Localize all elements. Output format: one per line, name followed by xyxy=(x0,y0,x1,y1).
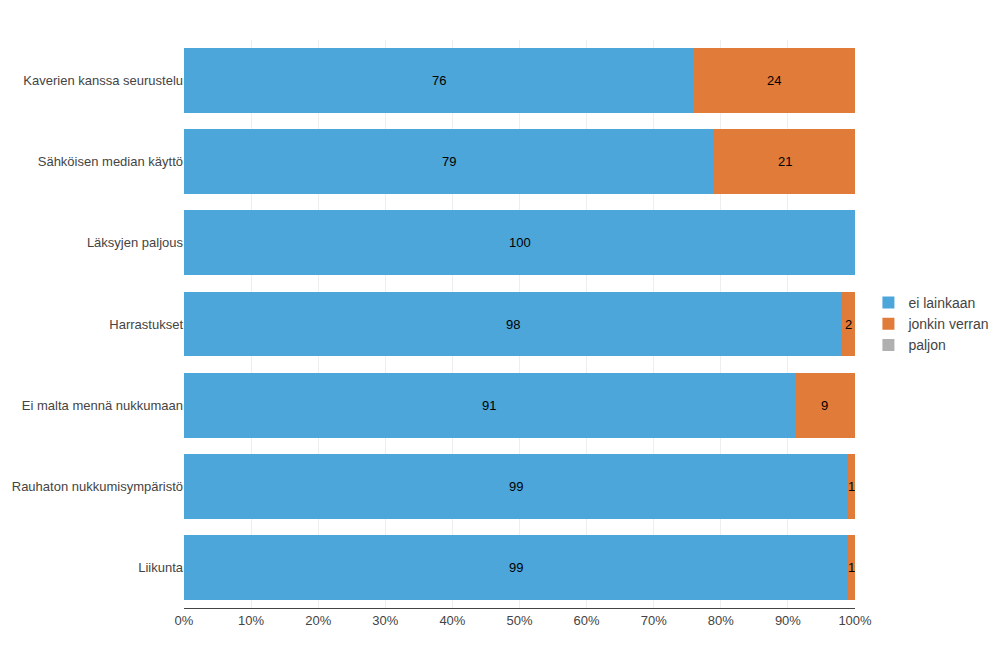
svg-text:2: 2 xyxy=(845,317,852,332)
svg-text:76: 76 xyxy=(432,73,446,88)
svg-text:Sähköisen median käyttö: Sähköisen median käyttö xyxy=(38,154,183,169)
svg-text:9: 9 xyxy=(821,398,828,413)
svg-text:80%: 80% xyxy=(708,613,734,628)
svg-text:50%: 50% xyxy=(506,613,532,628)
svg-text:Läksyjen paljous: Läksyjen paljous xyxy=(87,235,184,250)
svg-text:21: 21 xyxy=(778,154,792,169)
svg-text:ei lainkaan: ei lainkaan xyxy=(908,295,975,311)
svg-text:20%: 20% xyxy=(305,613,331,628)
svg-text:Ei malta mennä nukkumaan: Ei malta mennä nukkumaan xyxy=(22,398,183,413)
svg-text:100%: 100% xyxy=(838,613,872,628)
svg-text:jonkin verran: jonkin verran xyxy=(907,316,988,332)
svg-text:Liikunta: Liikunta xyxy=(138,560,184,575)
svg-text:0%: 0% xyxy=(175,613,194,628)
svg-text:60%: 60% xyxy=(574,613,600,628)
svg-text:30%: 30% xyxy=(372,613,398,628)
svg-text:10%: 10% xyxy=(238,613,264,628)
svg-text:99: 99 xyxy=(509,479,523,494)
svg-text:paljon: paljon xyxy=(908,337,945,353)
svg-text:79: 79 xyxy=(442,154,456,169)
svg-text:40%: 40% xyxy=(439,613,465,628)
svg-text:Kaverien kanssa seurustelu: Kaverien kanssa seurustelu xyxy=(23,73,183,88)
svg-text:98: 98 xyxy=(506,317,520,332)
svg-text:99: 99 xyxy=(509,560,523,575)
svg-text:90%: 90% xyxy=(775,613,801,628)
svg-text:Rauhaton nukkumisympäristö: Rauhaton nukkumisympäristö xyxy=(12,479,183,494)
svg-text:1: 1 xyxy=(848,560,855,575)
svg-text:Harrastukset: Harrastukset xyxy=(109,317,183,332)
svg-text:1: 1 xyxy=(848,479,855,494)
svg-text:24: 24 xyxy=(767,73,781,88)
svg-text:100: 100 xyxy=(509,235,531,250)
svg-text:91: 91 xyxy=(482,398,496,413)
svg-text:70%: 70% xyxy=(641,613,667,628)
